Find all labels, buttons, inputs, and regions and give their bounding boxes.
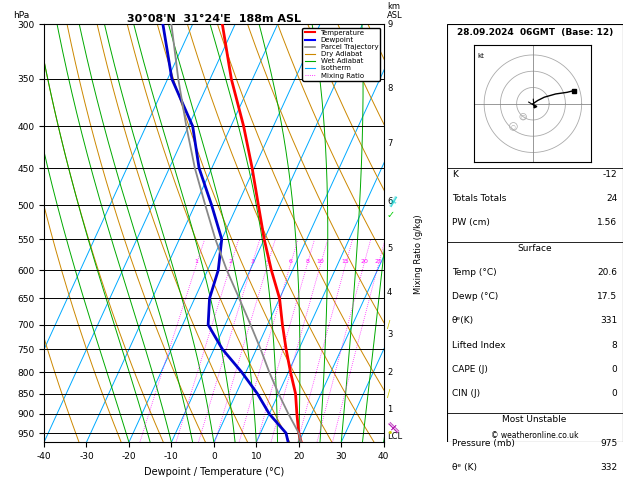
Text: K: K [452, 170, 458, 179]
Text: Mixing Ratio (g/kg): Mixing Ratio (g/kg) [414, 214, 423, 294]
Text: 4: 4 [387, 289, 392, 297]
Text: CAPE (J): CAPE (J) [452, 365, 487, 374]
Text: 1.56: 1.56 [598, 218, 618, 227]
Text: ○: ○ [511, 124, 516, 129]
Text: Dewp (°C): Dewp (°C) [452, 292, 498, 301]
Text: 4: 4 [266, 259, 270, 264]
Text: 17.5: 17.5 [598, 292, 618, 301]
Text: 24: 24 [606, 194, 618, 203]
Text: 3: 3 [250, 259, 254, 264]
Text: 2: 2 [229, 259, 233, 264]
Text: Most Unstable: Most Unstable [503, 415, 567, 424]
Text: 28.09.2024  06GMT  (Base: 12): 28.09.2024 06GMT (Base: 12) [457, 29, 613, 37]
Text: kt: kt [477, 53, 484, 59]
Text: 5: 5 [387, 244, 392, 253]
Text: 975: 975 [600, 439, 618, 448]
Text: θᵉ(K): θᵉ(K) [452, 316, 474, 326]
Text: 9: 9 [387, 20, 392, 29]
Text: 332: 332 [600, 463, 618, 472]
Text: ╫: ╫ [387, 194, 398, 207]
Text: θᵉ (K): θᵉ (K) [452, 463, 477, 472]
Text: 7: 7 [387, 139, 392, 148]
X-axis label: Dewpoint / Temperature (°C): Dewpoint / Temperature (°C) [144, 467, 284, 477]
Text: 8: 8 [387, 85, 392, 93]
Text: 2: 2 [387, 367, 392, 377]
Text: LCL: LCL [387, 432, 402, 441]
Text: 10: 10 [317, 259, 325, 264]
Text: 15: 15 [342, 259, 350, 264]
Text: Pressure (mb): Pressure (mb) [452, 439, 515, 448]
Text: 1: 1 [194, 259, 199, 264]
Title: 30°08'N  31°24'E  188m ASL: 30°08'N 31°24'E 188m ASL [127, 14, 301, 23]
Text: /: / [387, 320, 390, 330]
Text: 20.6: 20.6 [598, 268, 618, 277]
Text: 25: 25 [374, 259, 382, 264]
Text: Lifted Index: Lifted Index [452, 341, 506, 350]
Text: 1: 1 [387, 405, 392, 415]
Text: © weatheronline.co.uk: © weatheronline.co.uk [491, 431, 579, 440]
Text: /: / [387, 389, 390, 399]
Text: 6: 6 [387, 197, 392, 207]
Text: 8: 8 [611, 341, 618, 350]
Text: ○: ○ [521, 114, 525, 119]
Legend: Temperature, Dewpoint, Parcel Trajectory, Dry Adiabat, Wet Adiabat, Isotherm, Mi: Temperature, Dewpoint, Parcel Trajectory… [303, 28, 380, 81]
Text: Totals Totals: Totals Totals [452, 194, 506, 203]
Text: -12: -12 [603, 170, 618, 179]
Text: 8: 8 [306, 259, 309, 264]
Text: ✓: ✓ [387, 210, 395, 220]
Text: Surface: Surface [517, 244, 552, 253]
Text: hPa: hPa [13, 11, 30, 20]
Text: 20: 20 [360, 259, 368, 264]
Text: Temp (°C): Temp (°C) [452, 268, 496, 277]
Text: 0: 0 [611, 389, 618, 398]
Text: ╫: ╫ [387, 421, 401, 434]
Text: 331: 331 [600, 316, 618, 326]
Text: 0: 0 [611, 365, 618, 374]
Text: •: • [387, 428, 393, 438]
Text: CIN (J): CIN (J) [452, 389, 480, 398]
Text: PW (cm): PW (cm) [452, 218, 490, 227]
Text: km
ASL: km ASL [387, 2, 403, 20]
Text: 6: 6 [289, 259, 292, 264]
Text: 3: 3 [387, 330, 392, 339]
